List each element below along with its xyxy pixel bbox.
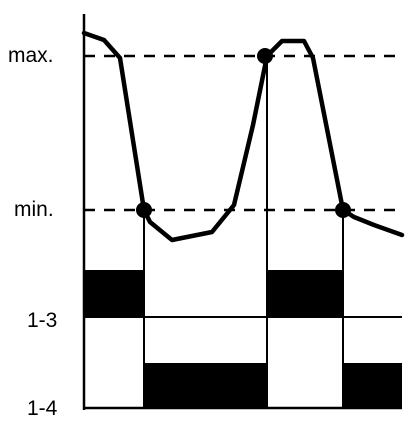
- relay-1-3-label: 1-3: [27, 309, 57, 332]
- switch-point-min-2: [335, 202, 351, 218]
- min-threshold-label: min.: [14, 198, 54, 221]
- relay-1-3-on-block-1: [84, 270, 144, 317]
- relay-1-4-on-block-2: [343, 363, 402, 408]
- switch-point-min-1: [136, 202, 152, 218]
- relay-1-3-on-block-2: [267, 270, 343, 317]
- switch-point-max: [257, 48, 273, 64]
- max-threshold-label: max.: [8, 44, 54, 67]
- relay-1-4-on-block-1: [144, 363, 267, 408]
- relay-1-4-label: 1-4: [27, 397, 58, 420]
